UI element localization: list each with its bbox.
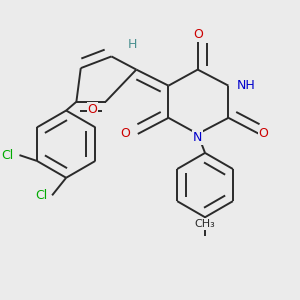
Text: CH₃: CH₃ [195,219,215,229]
Text: O: O [259,128,269,140]
Text: O: O [121,128,130,140]
Text: N: N [193,131,202,144]
Text: Cl: Cl [35,189,47,202]
Text: O: O [193,28,203,41]
Text: NH: NH [237,79,255,92]
Text: O: O [88,103,98,116]
Text: H: H [127,38,136,51]
Text: Cl: Cl [1,148,13,162]
